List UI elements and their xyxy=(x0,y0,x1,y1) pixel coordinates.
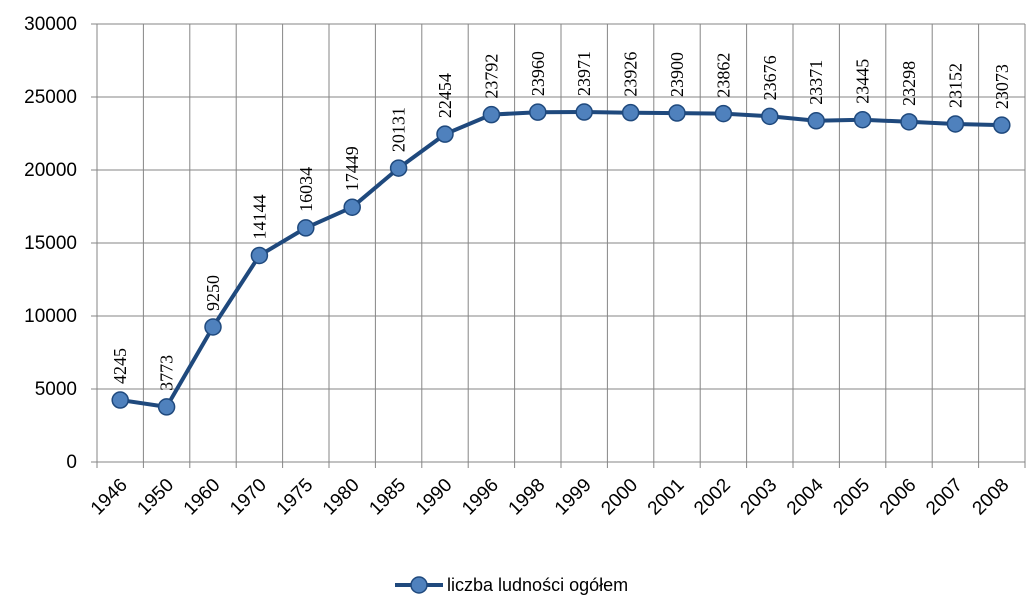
data-label: 23676 xyxy=(760,55,780,100)
x-tick-label: 1946 xyxy=(87,475,132,520)
data-point xyxy=(621,103,640,122)
data-point xyxy=(389,159,408,177)
x-tick-label: 1998 xyxy=(505,475,550,520)
data-point xyxy=(204,318,222,336)
grid-lines xyxy=(97,23,1026,462)
data-label: 23792 xyxy=(481,54,501,99)
data-point xyxy=(668,104,686,122)
data-label: 23926 xyxy=(621,52,641,97)
x-tick-label: 2001 xyxy=(644,475,689,520)
x-tick-label: 2003 xyxy=(737,475,782,520)
y-tick-label: 25000 xyxy=(24,87,77,108)
x-tick-label: 1999 xyxy=(551,475,596,520)
x-tick-label: 2007 xyxy=(922,475,967,520)
data-label: 23900 xyxy=(667,52,687,97)
data-point xyxy=(250,246,269,265)
data-label: 4245 xyxy=(110,348,130,384)
data-point xyxy=(575,103,593,121)
data-label: 23371 xyxy=(806,60,826,105)
data-label: 23445 xyxy=(853,59,873,104)
y-tick-label: 5000 xyxy=(35,379,77,400)
data-point xyxy=(297,219,315,237)
axes xyxy=(91,23,1026,468)
x-tick-label: 1996 xyxy=(458,475,503,520)
data-point xyxy=(482,105,501,124)
y-tick-labels: 0 5000 10000 15000 20000 25000 30000 xyxy=(24,14,77,473)
y-tick-label: 30000 xyxy=(24,14,77,35)
data-point xyxy=(157,398,176,416)
x-tick-label: 1990 xyxy=(412,475,457,520)
data-point xyxy=(946,115,965,133)
data-label: 9250 xyxy=(203,275,223,311)
x-tick-label: 1980 xyxy=(319,475,364,520)
data-point xyxy=(853,110,872,129)
x-tick-label: 2004 xyxy=(783,474,828,519)
data-labels: 4245 3773 9250 14144 16034 17449 20131 22454 237… xyxy=(110,51,1012,391)
x-tick-label: 1950 xyxy=(133,475,178,520)
legend: liczba ludności ogółem xyxy=(395,575,628,595)
x-tick-label: 1975 xyxy=(273,475,318,520)
data-point xyxy=(993,116,1011,134)
data-label: 23073 xyxy=(992,64,1012,109)
data-point xyxy=(111,391,129,409)
data-point xyxy=(761,107,779,126)
data-label: 20131 xyxy=(389,107,409,152)
legend-series-name: liczba ludności ogółem xyxy=(447,575,628,595)
data-point xyxy=(436,125,454,143)
data-label: 3773 xyxy=(157,355,177,391)
data-label: 14144 xyxy=(249,194,269,239)
data-label: 22454 xyxy=(435,73,455,118)
x-tick-label: 2002 xyxy=(690,475,735,520)
legend-marker xyxy=(410,576,428,594)
x-tick-label: 1960 xyxy=(180,475,225,520)
data-point xyxy=(807,112,825,130)
x-tick-label: 2006 xyxy=(876,475,921,520)
y-tick-label: 0 xyxy=(66,452,77,473)
x-tick-label: 1985 xyxy=(365,475,410,520)
data-label: 23298 xyxy=(899,61,919,106)
y-tick-label: 20000 xyxy=(24,160,77,181)
data-label: 23152 xyxy=(945,63,965,108)
series-line xyxy=(111,103,1011,416)
y-tick-label: 15000 xyxy=(24,233,77,254)
data-label: 23960 xyxy=(528,51,548,96)
x-tick-label: 1970 xyxy=(226,475,271,520)
data-label: 17449 xyxy=(342,146,362,191)
x-tick-labels: 1946 1950 1960 1970 1975 1980 1985 1990 1996 1998… xyxy=(87,474,1013,519)
data-point xyxy=(529,103,547,121)
data-point xyxy=(714,104,733,123)
x-tick-label: 2000 xyxy=(597,475,642,520)
y-tick-label: 10000 xyxy=(24,306,77,327)
data-point xyxy=(900,113,918,131)
x-tick-label: 2005 xyxy=(829,475,874,520)
x-tick-label: 2008 xyxy=(969,475,1014,520)
data-label: 23971 xyxy=(574,51,594,96)
data-label: 23862 xyxy=(713,53,733,98)
data-label: 16034 xyxy=(296,167,316,212)
data-point xyxy=(343,198,361,216)
